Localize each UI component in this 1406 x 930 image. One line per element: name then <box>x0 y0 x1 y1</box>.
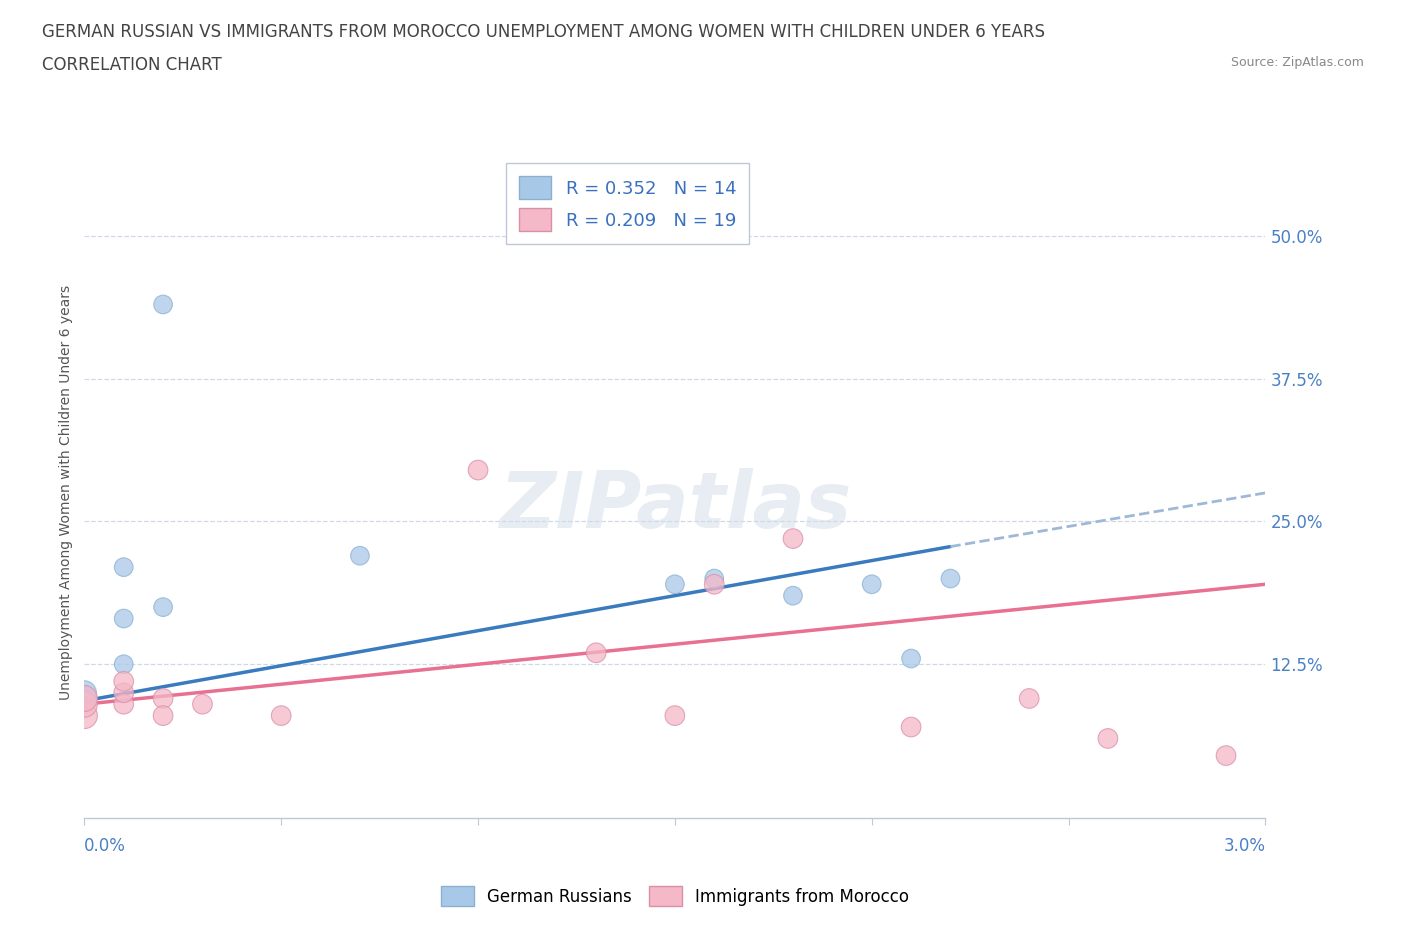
Point <box>73 691 96 706</box>
Text: ZIPatlas: ZIPatlas <box>499 468 851 544</box>
Point <box>152 297 174 312</box>
Point <box>782 589 804 604</box>
Point <box>1018 691 1040 706</box>
Point <box>703 571 725 586</box>
Point <box>467 462 489 477</box>
Text: 0.0%: 0.0% <box>84 837 127 855</box>
Point <box>191 697 214 711</box>
Point <box>73 708 96 723</box>
Point <box>585 645 607 660</box>
Text: CORRELATION CHART: CORRELATION CHART <box>42 56 222 73</box>
Point <box>73 691 96 706</box>
Point <box>152 600 174 615</box>
Point <box>703 577 725 591</box>
Point <box>1215 748 1237 763</box>
Point <box>152 691 174 706</box>
Point <box>900 720 922 735</box>
Point <box>1097 731 1119 746</box>
Point <box>112 685 135 700</box>
Point <box>112 697 135 711</box>
Legend: R = 0.352   N = 14, R = 0.209   N = 19: R = 0.352 N = 14, R = 0.209 N = 19 <box>506 164 749 244</box>
Point <box>112 611 135 626</box>
Point <box>112 560 135 575</box>
Text: GERMAN RUSSIAN VS IMMIGRANTS FROM MOROCCO UNEMPLOYMENT AMONG WOMEN WITH CHILDREN: GERMAN RUSSIAN VS IMMIGRANTS FROM MOROCC… <box>42 23 1045 41</box>
Point <box>664 708 686 723</box>
Point <box>939 571 962 586</box>
Y-axis label: Unemployment Among Women with Children Under 6 years: Unemployment Among Women with Children U… <box>59 286 73 700</box>
Point <box>664 577 686 591</box>
Point <box>112 674 135 689</box>
Point <box>860 577 883 591</box>
Point <box>112 657 135 671</box>
Point <box>73 685 96 700</box>
Point <box>152 708 174 723</box>
Point <box>270 708 292 723</box>
Text: 3.0%: 3.0% <box>1223 837 1265 855</box>
Point <box>782 531 804 546</box>
Point <box>73 697 96 711</box>
Legend: German Russians, Immigrants from Morocco: German Russians, Immigrants from Morocco <box>434 880 915 912</box>
Point <box>900 651 922 666</box>
Text: Source: ZipAtlas.com: Source: ZipAtlas.com <box>1230 56 1364 69</box>
Point <box>349 549 371 564</box>
